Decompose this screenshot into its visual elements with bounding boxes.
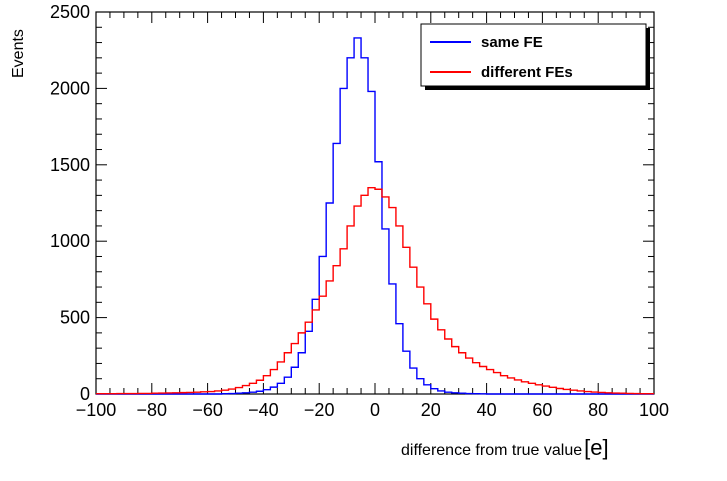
x-tick-label: −60 — [192, 400, 223, 420]
x-axis-title-text: difference from true value — [401, 442, 582, 459]
x-tick-label: −40 — [248, 400, 279, 420]
y-axis-tick-labels: 0 500 1000 1500 2000 2500 — [50, 2, 90, 404]
x-tick-label: −20 — [304, 400, 335, 420]
legend-label-different-fes: different FEs — [481, 64, 573, 81]
x-tick-label: 80 — [588, 400, 608, 420]
x-tick-label: 0 — [370, 400, 380, 420]
y-tick-label: 1000 — [50, 231, 90, 251]
legend-label-same-fe: same FE — [481, 34, 543, 51]
y-tick-label: 500 — [60, 308, 90, 328]
x-tick-label: 20 — [421, 400, 441, 420]
series-line-different-fes — [96, 187, 654, 395]
x-tick-label: 100 — [639, 400, 669, 420]
x-tick-label: −100 — [76, 400, 117, 420]
legend-box — [420, 23, 647, 87]
series-layer — [96, 37, 654, 395]
x-axis-tick-labels: −100 −80 −60 −40 −20 0 20 40 60 80 100 — [76, 400, 669, 420]
x-tick-label: 60 — [532, 400, 552, 420]
y-tick-label: 1500 — [50, 155, 90, 175]
x-axis-title: difference from true value[e] — [401, 435, 609, 460]
legend: same FE different FEs — [420, 23, 650, 90]
x-tick-label: 40 — [477, 400, 497, 420]
x-tick-label: −80 — [137, 400, 168, 420]
y-tick-label: 0 — [80, 384, 90, 404]
y-tick-label: 2000 — [50, 78, 90, 98]
series-line-same-fe — [96, 37, 654, 395]
y-tick-label: 2500 — [50, 2, 90, 22]
y-axis-title: Events — [10, 29, 27, 78]
x-axis-unit: [e] — [584, 435, 608, 460]
